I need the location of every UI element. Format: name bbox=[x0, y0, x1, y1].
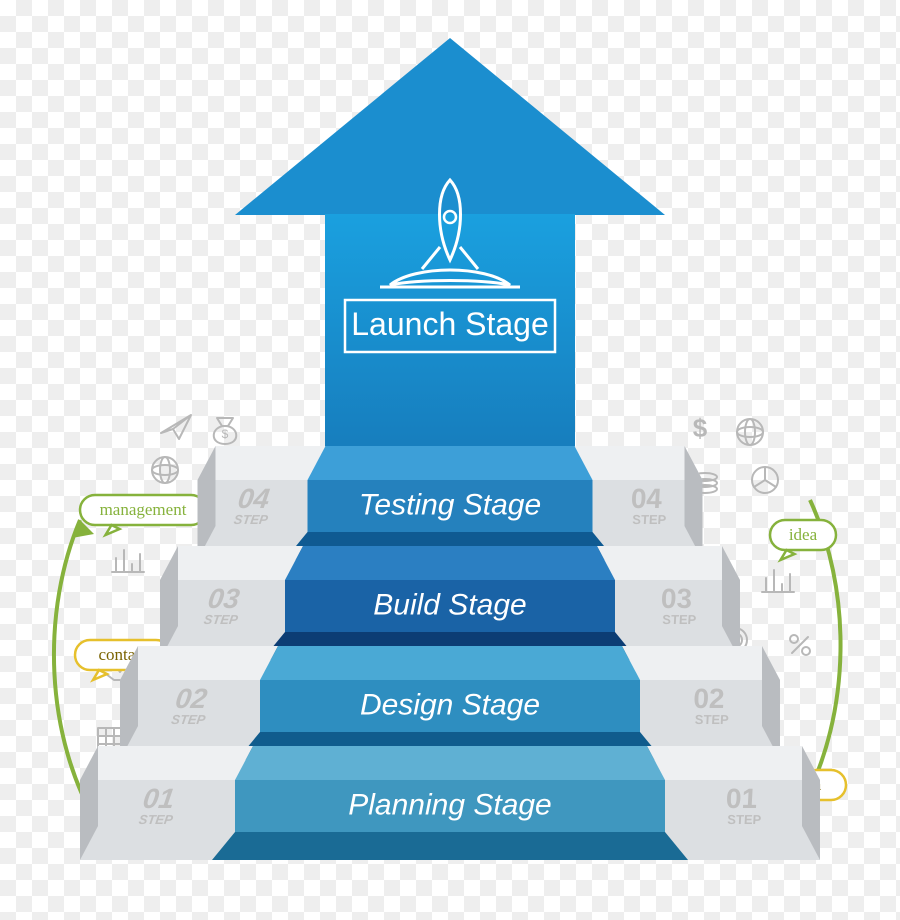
step-01: 01STEP01STEPPlanning Stage bbox=[80, 746, 820, 860]
step-number: 02 bbox=[174, 683, 210, 714]
step-word: STEP bbox=[233, 512, 269, 527]
bubble-management: management bbox=[80, 495, 206, 535]
launch-label: Launch Stage bbox=[351, 306, 549, 342]
step-word: STEP bbox=[138, 812, 174, 827]
step-03: 03STEP03STEPBuild Stage bbox=[160, 546, 740, 660]
step-number: 01 bbox=[723, 783, 758, 814]
globe-icon bbox=[737, 419, 763, 445]
stage-label: Build Stage bbox=[373, 588, 526, 621]
percent-icon bbox=[790, 635, 810, 655]
step-02: 02STEP02STEPDesign Stage bbox=[120, 646, 780, 760]
pie-icon bbox=[752, 467, 778, 493]
step-word: STEP bbox=[694, 712, 730, 727]
globe-icon bbox=[152, 457, 178, 483]
svg-text:management: management bbox=[100, 500, 187, 519]
bubble-idea: idea bbox=[770, 520, 836, 560]
step-word: STEP bbox=[661, 612, 697, 627]
step-word: STEP bbox=[170, 712, 206, 727]
svg-text:$: $ bbox=[693, 413, 708, 443]
step-number: 04 bbox=[628, 483, 664, 514]
bar-chart-icon bbox=[762, 570, 794, 592]
infographic-staircase: Launch Stage$$managementcontactidearesea… bbox=[0, 0, 900, 920]
stage-label: Planning Stage bbox=[348, 788, 552, 821]
step-number: 02 bbox=[691, 683, 727, 714]
dollar-icon: $ bbox=[693, 413, 708, 443]
paper-plane-icon bbox=[161, 415, 191, 439]
step-number: 03 bbox=[206, 583, 242, 614]
step-number: 04 bbox=[236, 483, 272, 514]
step-04: 04STEP04STEPTesting Stage bbox=[198, 446, 703, 560]
money-bag-icon: $ bbox=[214, 418, 237, 444]
bar-chart-icon bbox=[112, 550, 144, 572]
step-word: STEP bbox=[631, 512, 667, 527]
stage-label: Design Stage bbox=[360, 688, 540, 721]
svg-text:idea: idea bbox=[789, 525, 818, 544]
step-word: STEP bbox=[203, 612, 239, 627]
stage-label: Testing Stage bbox=[359, 488, 541, 521]
launch-arrow: Launch Stage bbox=[235, 38, 665, 499]
step-number: 03 bbox=[658, 583, 694, 614]
step-number: 01 bbox=[141, 783, 176, 814]
step-word: STEP bbox=[726, 812, 762, 827]
svg-text:$: $ bbox=[222, 427, 229, 441]
